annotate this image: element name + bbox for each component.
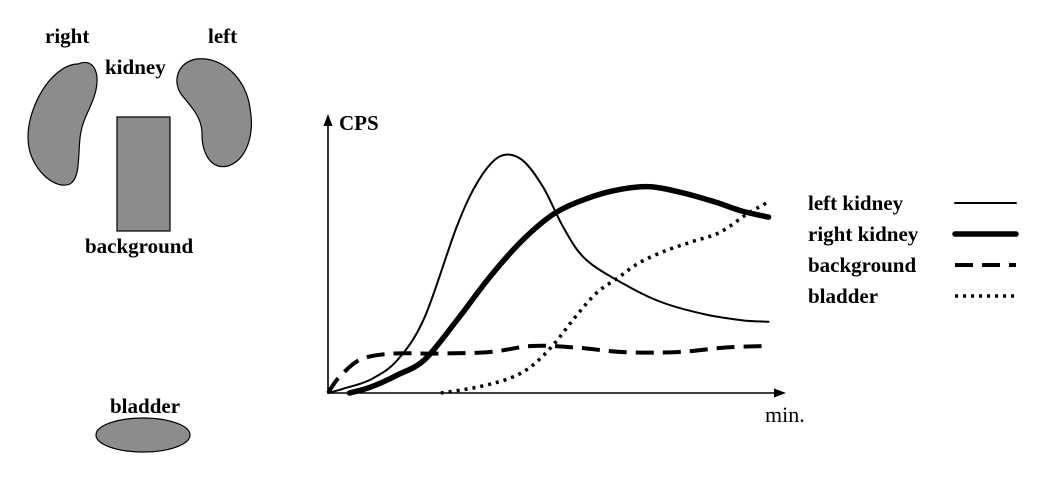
y-axis-arrow <box>323 114 333 126</box>
x-axis-arrow <box>774 388 786 398</box>
bladder-shape <box>95 417 191 453</box>
kidney-label: kidney <box>105 55 166 79</box>
y-axis-label: CPS <box>339 111 379 135</box>
right-label: right <box>45 24 89 48</box>
renogram-chart: CPS min. left kidney right kidney backgrou… <box>323 111 1019 427</box>
series-line-left-kidney <box>327 153 770 394</box>
legend-label-bladder: bladder <box>808 284 878 308</box>
series-line-bladder <box>440 200 770 395</box>
legend: left kidney right kidney background bladder <box>808 191 1019 308</box>
right-kidney-shape <box>27 61 98 186</box>
bladder-label: bladder <box>110 394 180 418</box>
legend-label-right-kidney: right kidney <box>808 222 919 246</box>
anatomy-illustration: right left kidney background bladder <box>27 24 252 453</box>
legend-label-background: background <box>808 253 916 277</box>
series-line-background <box>326 343 769 395</box>
background-label: background <box>85 234 193 258</box>
x-axis-label: min. <box>765 402 805 427</box>
left-kidney-shape <box>176 58 252 168</box>
series-layer <box>326 153 772 396</box>
background-region-shape <box>116 116 171 232</box>
left-label: left <box>208 24 237 48</box>
legend-label-left-kidney: left kidney <box>808 191 904 215</box>
series-line-right-kidney <box>346 183 772 396</box>
